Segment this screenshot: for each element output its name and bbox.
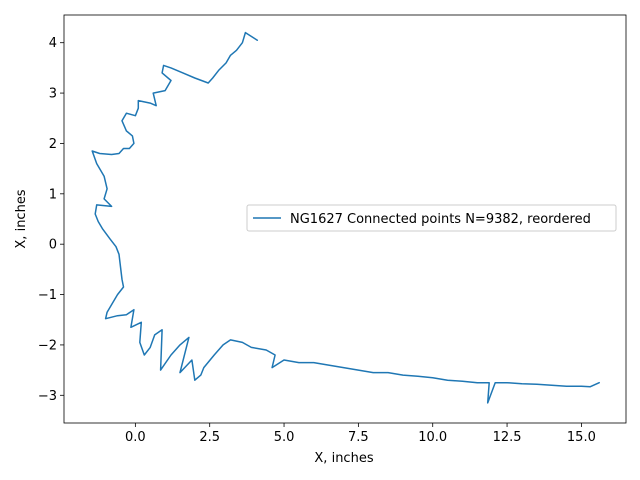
y-tick-label: −2 — [38, 338, 57, 353]
x-tick-label: 7.5 — [348, 430, 369, 445]
legend-entry-label: NG1627 Connected points N=9382, reordere… — [290, 212, 591, 227]
y-tick-label: −3 — [38, 389, 57, 404]
x-tick-label: 12.5 — [493, 430, 522, 445]
plot-frame — [63, 14, 627, 424]
y-tick-label: 3 — [49, 87, 57, 102]
series-layer — [91, 31, 600, 404]
x-tick-label: 10.0 — [418, 430, 447, 445]
x-tick-label: 5.0 — [274, 430, 295, 445]
y-tick-label: 4 — [49, 36, 57, 51]
x-tick-label: 2.5 — [199, 430, 220, 445]
y-axis-ticks: −3 −2 −1 0 1 2 3 4 — [38, 36, 64, 404]
x-axis-ticks: 0.0 2.5 5.0 7.5 10.0 12.5 15.0 — [125, 423, 596, 445]
legend-box — [246, 204, 617, 232]
y-tick-label: 2 — [49, 137, 57, 152]
y-axis-label: X, inches — [14, 189, 29, 248]
y-tick-label: 1 — [49, 187, 57, 202]
x-axis-label: X, inches — [314, 451, 373, 466]
y-tick-label: 0 — [49, 238, 57, 253]
x-tick-label: 0.0 — [125, 430, 146, 445]
x-tick-label: 15.0 — [567, 430, 596, 445]
series-line — [91, 31, 600, 404]
legend: NG1627 Connected points N=9382, reordere… — [246, 204, 617, 232]
y-tick-label: −1 — [38, 288, 57, 303]
